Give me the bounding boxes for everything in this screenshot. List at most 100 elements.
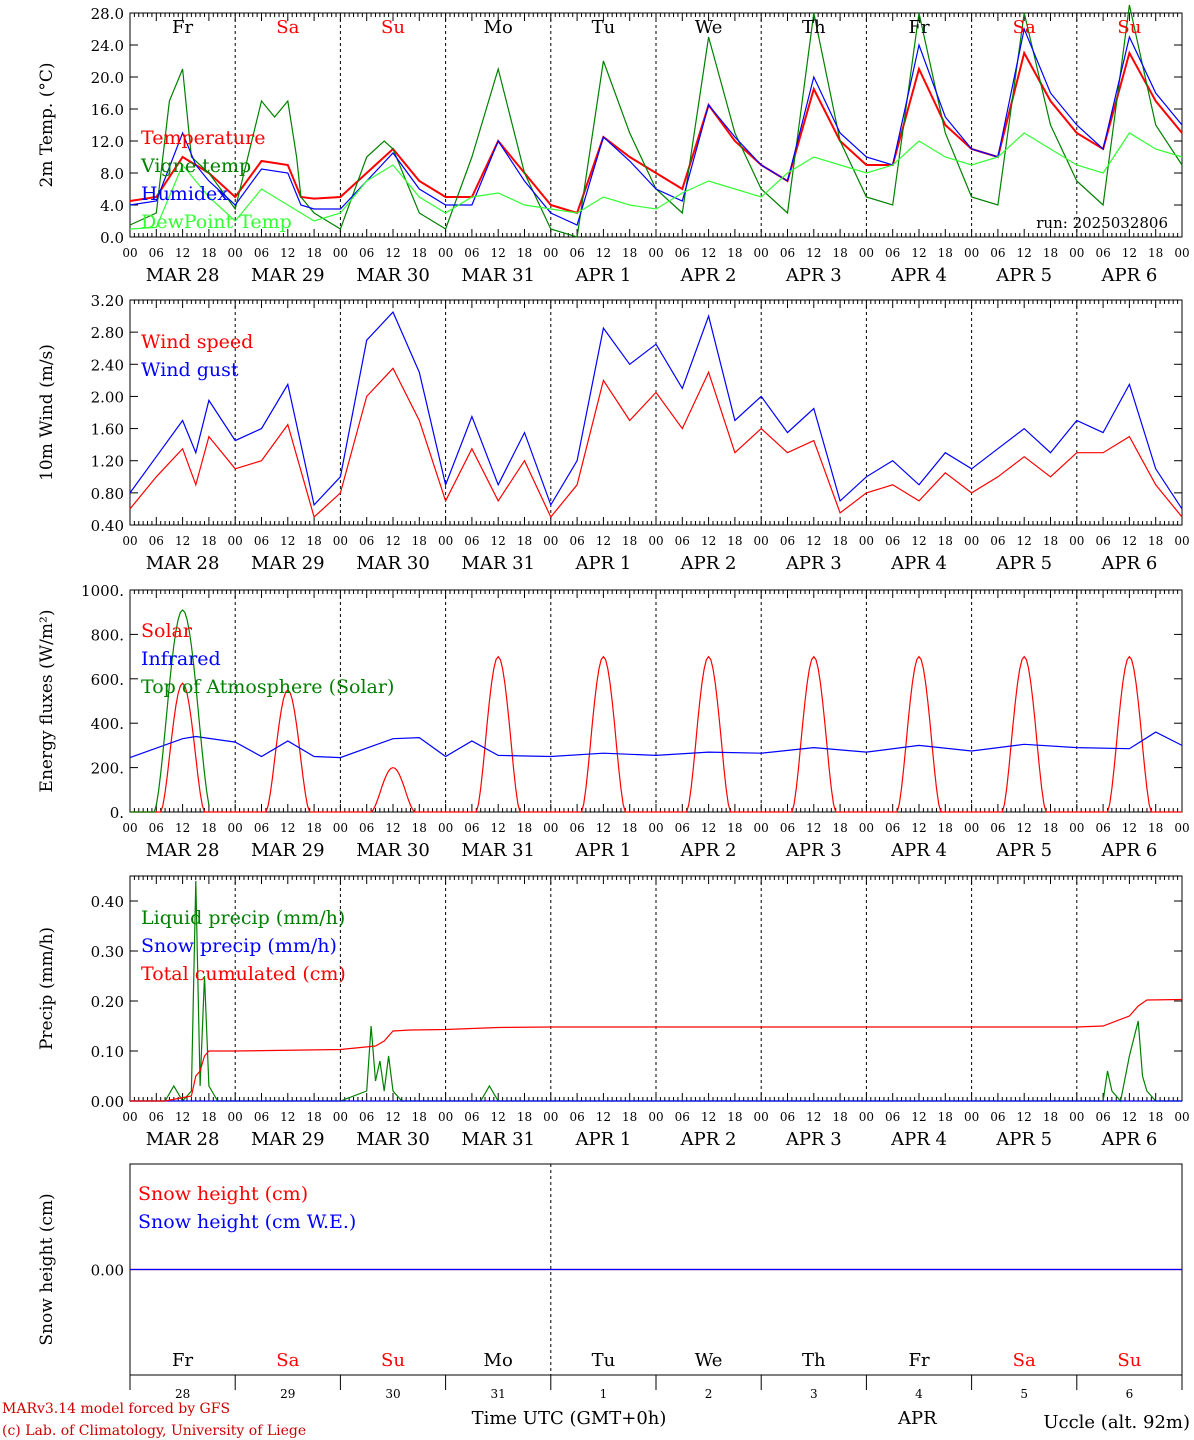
hour-label: 06 <box>569 1110 584 1124</box>
y-tick-label: 1.60 <box>91 421 124 439</box>
y-tick-label: 600. <box>91 671 124 689</box>
hour-label: 12 <box>701 534 716 548</box>
hour-label: 18 <box>1043 534 1058 548</box>
y-tick-label: 200. <box>91 760 124 778</box>
hour-label: 00 <box>122 246 137 260</box>
hour-label: 12 <box>385 246 400 260</box>
date-label: APR 5 <box>995 1129 1052 1150</box>
date-label: MAR 28 <box>146 553 220 574</box>
hour-label: 18 <box>517 534 532 548</box>
date-label: MAR 28 <box>146 1129 220 1150</box>
hour-label: 18 <box>201 534 216 548</box>
y-tick-label: 1.20 <box>91 453 124 471</box>
station-label: Uccle (alt. 92m) <box>1043 1412 1190 1433</box>
date-label: APR 6 <box>1100 840 1157 861</box>
hour-label: 06 <box>885 246 900 260</box>
hour-label: 00 <box>333 1110 348 1124</box>
bottom-day-label: Sa <box>276 1350 299 1371</box>
date-label: MAR 30 <box>356 1129 430 1150</box>
series-line <box>130 609 210 813</box>
y-tick-label: 12.0 <box>91 133 124 151</box>
date-label: MAR 31 <box>461 553 535 574</box>
day-label: Sa <box>276 17 299 38</box>
hour-label: 18 <box>938 534 953 548</box>
hour-label: 12 <box>491 821 506 835</box>
y-tick-label: 0.30 <box>91 943 124 961</box>
hour-label: 18 <box>201 821 216 835</box>
run-annotation: run: 2025032806 <box>1036 214 1168 232</box>
hour-label: 06 <box>464 821 479 835</box>
hour-label: 12 <box>175 821 190 835</box>
date-label: APR 5 <box>995 265 1052 286</box>
hour-label: 12 <box>806 246 821 260</box>
hour-label: 06 <box>675 246 690 260</box>
y-tick-label: 0. <box>110 804 124 822</box>
bottom-month: APR <box>897 1408 937 1429</box>
hour-label: 18 <box>832 821 847 835</box>
bottom-day-label: We <box>695 1350 723 1371</box>
y-tick-label: 400. <box>91 715 124 733</box>
bottom-day-number: 29 <box>280 1387 295 1401</box>
hour-label: 00 <box>543 246 558 260</box>
hour-label: 00 <box>754 821 769 835</box>
hour-label: 18 <box>412 534 427 548</box>
hour-label: 06 <box>990 534 1005 548</box>
hour-label: 12 <box>806 821 821 835</box>
hour-label: 06 <box>149 246 164 260</box>
y-tick-label: 800. <box>91 626 124 644</box>
hour-label: 06 <box>569 821 584 835</box>
hour-label: 12 <box>385 534 400 548</box>
date-label: APR 3 <box>785 553 842 574</box>
hour-label: 00 <box>438 821 453 835</box>
panel-4: 00 06 12 18 00 06 12 18 00 06 12 18 00 06 12 18 00 06 12 18… <box>37 875 1190 1150</box>
hour-label: 12 <box>1122 246 1137 260</box>
y-axis-label: Precip (mm/h) <box>37 927 57 1050</box>
hour-label: 12 <box>911 246 926 260</box>
bottom-day-number: 5 <box>1020 1387 1028 1401</box>
series-line <box>130 880 1182 1103</box>
hour-label: 00 <box>333 534 348 548</box>
y-tick-label: 0.40 <box>91 893 124 911</box>
date-label: MAR 30 <box>356 840 430 861</box>
day-label: Tu <box>592 17 616 38</box>
hour-label: 00 <box>1174 246 1189 260</box>
date-label: APR 1 <box>574 1129 631 1150</box>
hour-label: 18 <box>1043 1110 1058 1124</box>
hour-label: 18 <box>832 1110 847 1124</box>
hour-label: 06 <box>885 534 900 548</box>
hour-label: 12 <box>701 1110 716 1124</box>
date-label: APR 4 <box>890 840 947 861</box>
bottom-day-number: 6 <box>1126 1387 1134 1401</box>
hour-label: 06 <box>359 1110 374 1124</box>
hour-label: 12 <box>175 246 190 260</box>
bottom-day-label: Sa <box>1013 1350 1036 1371</box>
panel-frame <box>129 299 1183 526</box>
y-axis-label: 10m Wind (m/s) <box>37 344 57 481</box>
hour-label: 06 <box>885 1110 900 1124</box>
day-label: Fr <box>172 17 193 38</box>
y-tick-label: 0.0 <box>100 229 124 247</box>
hour-label: 00 <box>859 1110 874 1124</box>
hour-label: 06 <box>359 821 374 835</box>
hour-label: 12 <box>385 821 400 835</box>
hour-label: 00 <box>1174 821 1189 835</box>
date-label: APR 4 <box>890 553 947 574</box>
hour-label: 12 <box>911 1110 926 1124</box>
hour-label: 00 <box>1069 534 1084 548</box>
hour-label: 00 <box>648 534 663 548</box>
hour-label: 00 <box>648 1110 663 1124</box>
date-label: APR 4 <box>890 1129 947 1150</box>
y-tick-label: 0.20 <box>91 993 124 1011</box>
bottom-day-number: 30 <box>385 1387 400 1401</box>
hour-label: 06 <box>464 1110 479 1124</box>
date-label: APR 1 <box>574 840 631 861</box>
hour-label: 06 <box>675 534 690 548</box>
hour-label: 06 <box>464 246 479 260</box>
y-tick-label: 0.00 <box>91 1262 124 1280</box>
hour-label: 12 <box>701 821 716 835</box>
footer-line1: MARv3.14 model forced by GFS <box>2 1401 230 1417</box>
hour-label: 00 <box>333 821 348 835</box>
legend-entry: Infrared <box>141 648 221 670</box>
y-tick-label: 8.0 <box>100 165 124 183</box>
y-tick-label: 20.0 <box>91 69 124 87</box>
